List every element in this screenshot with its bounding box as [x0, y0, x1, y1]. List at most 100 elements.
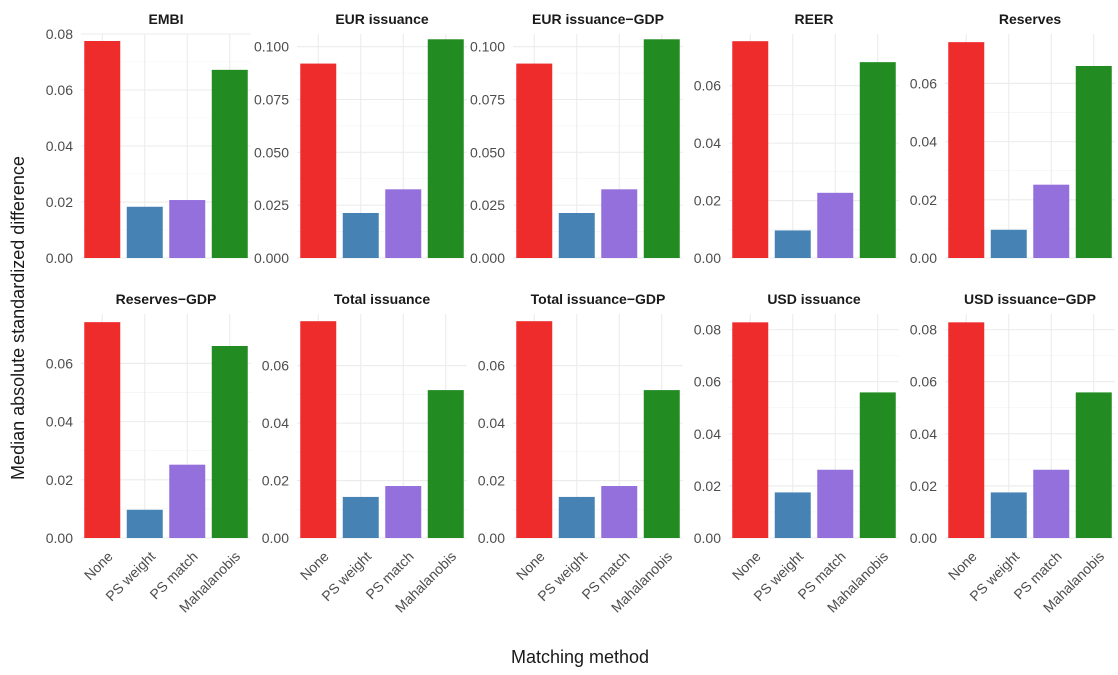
y-tick-label: 0.02: [694, 478, 721, 494]
facet-panel: USD issuance−GDP 0.00 0.02 0.04 0.06 0.08 None…: [910, 291, 1115, 616]
y-tick-label: 0.00: [694, 250, 721, 266]
y-tick-label: 0.000: [254, 250, 289, 266]
y-tick-label: 0.050: [254, 144, 289, 160]
bar-none: [300, 63, 337, 259]
bar-none: [84, 322, 121, 538]
bar-ps-match: [601, 189, 638, 258]
bar-mahalanobis: [859, 62, 896, 259]
x-tick-label: None: [945, 548, 980, 583]
bar-none: [516, 63, 553, 259]
y-tick-label: 0.050: [470, 144, 505, 160]
y-tick-label: 0.02: [46, 194, 73, 210]
y-tick-label: 0.08: [694, 322, 721, 338]
y-tick-label: 0.025: [254, 197, 289, 213]
y-tick-label: 0.02: [694, 193, 721, 209]
y-tick-label: 0.06: [694, 78, 721, 94]
bar-none: [732, 322, 769, 538]
y-tick-label: 0.06: [46, 82, 73, 98]
panel-title: REER: [795, 11, 834, 27]
y-tick-label: 0.06: [478, 358, 505, 374]
bar-ps-match: [601, 486, 638, 538]
facet-panel: EUR issuance−GDP 0.000 0.025 0.050 0.075 0.10…: [470, 11, 683, 266]
y-tick-label: 0.04: [478, 415, 505, 431]
y-tick-label: 0.00: [46, 250, 73, 266]
y-tick-label: 0.075: [470, 92, 505, 108]
bar-mahalanobis: [1075, 392, 1112, 538]
y-tick-label: 0.02: [910, 478, 937, 494]
bar-ps-weight: [126, 206, 163, 258]
y-tick-label: 0.02: [910, 192, 937, 208]
facet-panel: Reserves 0.00 0.02 0.04 0.06: [910, 11, 1115, 266]
x-tick-label: None: [513, 548, 548, 583]
y-axis-title: Median absolute standardized difference: [8, 156, 28, 480]
facet-panel: EMBI 0.00 0.02 0.04 0.06 0.08: [46, 11, 251, 266]
bar-ps-match: [817, 469, 854, 538]
bar-ps-weight: [126, 509, 163, 538]
facet-panel: REER 0.00 0.02 0.04 0.06: [694, 11, 899, 266]
bar-ps-weight: [774, 230, 811, 258]
panel-title: Reserves−GDP: [116, 291, 217, 307]
bar-ps-weight: [774, 492, 811, 538]
panel-title: EMBI: [149, 11, 184, 27]
y-tick-label: 0.00: [478, 530, 505, 546]
y-tick-label: 0.04: [910, 426, 937, 442]
y-tick-label: 0.000: [470, 250, 505, 266]
bar-mahalanobis: [643, 39, 680, 258]
bar-ps-match: [817, 192, 854, 258]
y-tick-label: 0.025: [470, 197, 505, 213]
bar-mahalanobis: [643, 390, 680, 538]
x-tick-label: None: [81, 548, 116, 583]
y-tick-label: 0.04: [46, 414, 73, 430]
x-tick-label: None: [297, 548, 332, 583]
bar-mahalanobis: [427, 39, 464, 258]
y-tick-label: 0.100: [470, 39, 505, 55]
panel-title: Total issuance: [334, 291, 430, 307]
bar-ps-weight: [342, 496, 379, 538]
bar-ps-weight: [342, 212, 379, 258]
y-tick-label: 0.075: [254, 92, 289, 108]
bar-none: [516, 321, 553, 538]
bar-ps-match: [169, 200, 206, 258]
y-tick-label: 0.04: [46, 138, 73, 154]
y-tick-label: 0.06: [694, 374, 721, 390]
bar-none: [84, 41, 121, 258]
y-tick-label: 0.00: [262, 530, 289, 546]
panel-title: USD issuance: [767, 291, 861, 307]
y-tick-label: 0.02: [262, 473, 289, 489]
panels: EMBI 0.00 0.02 0.04 0.06 0.08 EUR issuance 0.00…: [46, 11, 1115, 616]
bar-ps-match: [385, 189, 422, 258]
x-tick-label: None: [729, 548, 764, 583]
bar-ps-weight: [558, 212, 595, 258]
y-tick-label: 0.06: [262, 358, 289, 374]
y-tick-label: 0.08: [46, 26, 73, 42]
bar-mahalanobis: [1075, 66, 1112, 258]
y-tick-label: 0.02: [478, 473, 505, 489]
y-tick-label: 0.06: [910, 374, 937, 390]
bar-ps-match: [169, 464, 206, 538]
bar-mahalanobis: [211, 69, 248, 258]
y-tick-label: 0.100: [254, 39, 289, 55]
y-tick-label: 0.04: [694, 135, 721, 151]
bar-ps-match: [1033, 184, 1070, 258]
y-tick-label: 0.00: [694, 530, 721, 546]
panel-title: Total issuance−GDP: [531, 291, 666, 307]
bar-none: [732, 41, 769, 258]
bar-none: [300, 321, 337, 538]
y-tick-label: 0.02: [46, 472, 73, 488]
bar-ps-weight: [990, 492, 1027, 538]
y-tick-label: 0.00: [910, 530, 937, 546]
bar-none: [948, 322, 985, 538]
bar-mahalanobis: [859, 392, 896, 538]
panel-title: EUR issuance−GDP: [532, 11, 664, 27]
bar-ps-match: [385, 486, 422, 538]
panel-title: Reserves: [999, 11, 1061, 27]
y-tick-label: 0.04: [262, 415, 289, 431]
panel-title: USD issuance−GDP: [964, 291, 1096, 307]
y-tick-label: 0.00: [46, 530, 73, 546]
facet-panel: Total issuance−GDP0.000.020.040.06NonePS…: [478, 291, 683, 616]
y-tick-label: 0.04: [694, 426, 721, 442]
x-axis-title: Matching method: [511, 647, 649, 667]
